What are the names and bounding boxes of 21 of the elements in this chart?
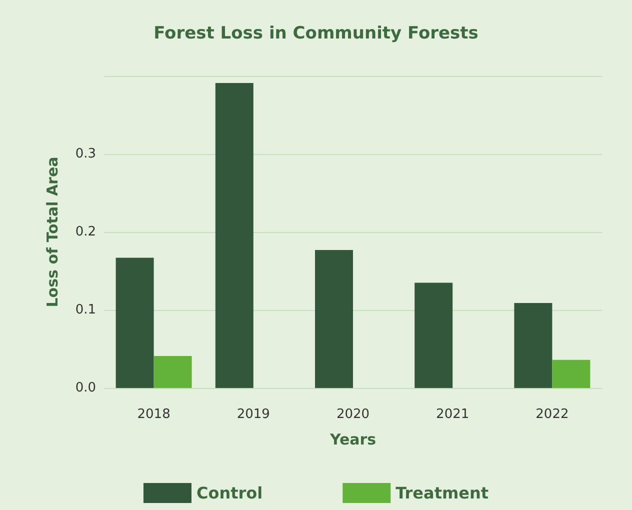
x-tick-label: 2018 [137, 407, 170, 422]
chart-title: Forest Loss in Community Forests [154, 24, 478, 44]
y-axis-title: Loss of Total Area [44, 156, 62, 308]
y-tick-label: 0.3 [75, 146, 96, 162]
x-tick-label: 2022 [536, 407, 569, 422]
bar [154, 356, 192, 388]
legend-label: Treatment [396, 484, 489, 502]
bar [414, 282, 453, 388]
bar [215, 83, 254, 388]
x-axis-title: Years [328, 430, 376, 448]
bar [552, 360, 590, 388]
x-tick-label: 2020 [336, 407, 370, 422]
bar [315, 250, 353, 388]
x-tick-label: 2021 [436, 407, 470, 422]
legend-label: Control [196, 484, 263, 502]
bar [514, 302, 552, 388]
y-tick-label: 0.0 [75, 380, 96, 396]
y-tick-label: 0.1 [75, 302, 96, 318]
x-tick-label: 2019 [236, 407, 270, 422]
y-tick-label: 0.2 [75, 224, 96, 240]
bar [116, 258, 154, 388]
